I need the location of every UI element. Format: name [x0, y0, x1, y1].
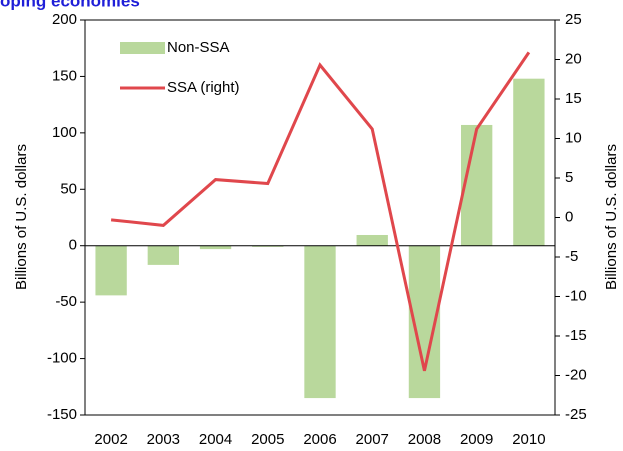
y2-tick-label: 5 — [565, 169, 573, 186]
y2-tick-label: -25 — [565, 406, 587, 423]
line — [110, 51, 531, 372]
y2-tick-label: 0 — [565, 208, 573, 225]
y2-tick-label: 10 — [565, 129, 582, 146]
y2-tick-label: -10 — [565, 287, 587, 304]
x-tick-label: 2003 — [147, 431, 180, 448]
bar — [252, 245, 284, 247]
y-tick-label: -100 — [47, 350, 77, 367]
bar — [356, 234, 388, 246]
chart-title: oping economies — [0, 0, 140, 10]
x-tick-label: 2004 — [199, 431, 232, 448]
x-tick-label: 2007 — [356, 431, 389, 448]
y-axis-label: Billions of U.S. dollars — [13, 144, 30, 290]
bar — [461, 124, 493, 246]
y-tick-label: 150 — [52, 67, 77, 84]
y-tick-label: 0 — [69, 237, 77, 254]
y-tick-label: 200 — [52, 11, 77, 28]
y-tick-label: -50 — [55, 293, 77, 310]
bar — [513, 78, 545, 246]
legend-label: SSA (right) — [167, 79, 240, 96]
y2-tick-label: 15 — [565, 90, 582, 107]
x-tick-label: 2009 — [460, 431, 493, 448]
y2-tick-label: 20 — [565, 50, 582, 67]
legend-label: Non-SSA — [167, 39, 230, 56]
bar — [304, 245, 336, 399]
y2-axis-label: Billions of U.S. dollars — [603, 144, 620, 290]
y2-tick-label: 25 — [565, 11, 582, 28]
y2-tick-label: -15 — [565, 327, 587, 344]
bar — [95, 245, 127, 296]
x-tick-label: 2006 — [303, 431, 336, 448]
bar — [199, 245, 232, 250]
y-tick-label: -150 — [47, 406, 77, 423]
y-tick-label: 50 — [60, 180, 77, 197]
x-tick-label: 2002 — [94, 431, 127, 448]
legend-swatch — [120, 42, 165, 54]
x-tick-label: 2010 — [512, 431, 545, 448]
y2-tick-label: -20 — [565, 366, 587, 383]
y-tick-label: 100 — [52, 124, 77, 141]
bar — [147, 245, 179, 265]
x-tick-label: 2005 — [251, 431, 284, 448]
y2-tick-label: -5 — [565, 248, 578, 265]
x-tick-label: 2008 — [408, 431, 441, 448]
